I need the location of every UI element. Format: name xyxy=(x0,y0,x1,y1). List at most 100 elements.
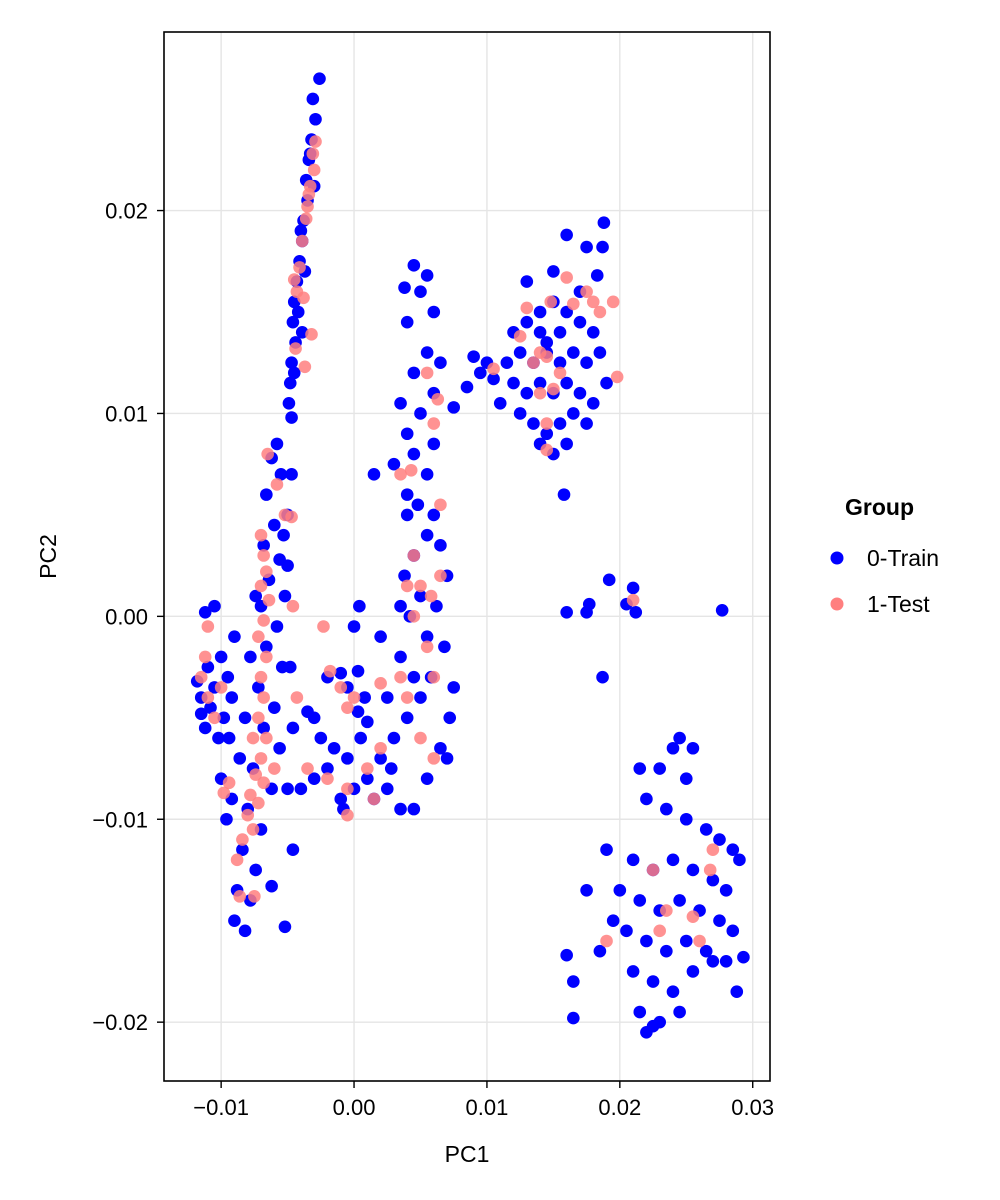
test-point xyxy=(236,833,249,846)
test-point xyxy=(298,360,312,374)
test-point xyxy=(287,273,301,286)
test-point xyxy=(586,295,600,309)
train-point xyxy=(384,762,398,775)
train-point xyxy=(351,664,365,678)
train-point xyxy=(679,812,693,826)
test-point xyxy=(427,670,441,684)
train-point xyxy=(737,950,750,964)
train-point xyxy=(493,397,507,410)
train-point xyxy=(547,265,560,278)
train-point xyxy=(560,948,573,962)
train-point xyxy=(673,1005,686,1019)
train-point xyxy=(201,660,215,674)
train-point xyxy=(467,350,480,363)
test-point xyxy=(520,301,534,315)
train-point xyxy=(719,883,733,897)
train-point xyxy=(286,843,300,856)
train-point xyxy=(487,372,500,386)
train-point xyxy=(341,752,354,765)
test-point xyxy=(367,792,381,806)
test-point xyxy=(252,630,265,643)
train-point xyxy=(407,366,421,380)
test-point xyxy=(361,762,374,775)
train-point xyxy=(600,843,613,856)
train-point xyxy=(596,240,609,254)
train-point xyxy=(361,772,374,785)
test-point xyxy=(610,370,624,384)
train-point xyxy=(265,879,278,893)
train-point xyxy=(307,711,321,725)
train-point xyxy=(387,457,401,471)
train-point xyxy=(294,782,308,796)
train-point xyxy=(367,468,381,481)
train-point xyxy=(394,650,407,664)
test-point xyxy=(270,478,284,491)
train-point xyxy=(620,924,633,938)
train-point xyxy=(398,569,411,583)
test-point xyxy=(547,382,560,396)
train-point xyxy=(540,427,554,441)
train-point xyxy=(533,376,547,390)
test-point xyxy=(230,853,244,867)
test-point xyxy=(693,934,706,948)
test-point xyxy=(302,188,316,201)
train-point xyxy=(334,792,348,806)
train-point xyxy=(582,597,596,611)
train-point xyxy=(626,581,640,595)
test-point xyxy=(323,664,337,678)
train-point xyxy=(666,741,680,755)
test-point xyxy=(593,305,607,319)
train-point xyxy=(646,1019,660,1033)
train-point xyxy=(400,315,414,329)
test-point xyxy=(254,528,268,542)
test-point xyxy=(567,297,580,311)
train-point xyxy=(580,883,593,897)
train-point xyxy=(660,944,673,958)
train-point xyxy=(460,380,474,394)
train-point xyxy=(286,315,300,329)
train-point xyxy=(374,752,387,765)
train-point xyxy=(217,711,231,725)
test-point xyxy=(407,610,421,623)
test-point xyxy=(260,565,273,579)
test-point xyxy=(434,569,447,583)
x-tick-label: 0.00 xyxy=(333,1095,376,1120)
train-point xyxy=(500,356,514,370)
train-point xyxy=(387,731,401,745)
legend-label-test: 1-Test xyxy=(867,591,930,617)
train-point xyxy=(285,411,298,424)
test-point xyxy=(626,593,640,607)
train-point xyxy=(407,259,421,272)
train-point xyxy=(473,366,487,380)
train-point xyxy=(309,112,322,126)
train-point xyxy=(596,670,609,684)
train-point xyxy=(274,468,288,481)
train-point xyxy=(527,417,540,430)
train-point xyxy=(593,944,607,958)
test-point xyxy=(427,417,441,430)
train-point xyxy=(380,691,394,704)
train-point xyxy=(249,589,262,603)
test-point xyxy=(249,768,262,781)
test-point xyxy=(208,711,221,725)
test-point xyxy=(540,443,554,457)
train-point xyxy=(520,386,534,400)
test-point xyxy=(252,711,265,725)
test-point xyxy=(306,147,320,161)
train-point xyxy=(285,468,298,481)
train-point xyxy=(533,305,547,319)
train-point xyxy=(420,346,434,359)
train-point xyxy=(268,518,281,532)
test-point xyxy=(297,291,310,305)
train-point xyxy=(447,401,461,414)
train-point xyxy=(420,630,434,643)
train-point xyxy=(434,741,447,755)
test-point xyxy=(254,752,268,765)
test-point xyxy=(307,163,321,177)
train-point xyxy=(277,528,290,542)
train-point xyxy=(600,376,613,390)
test-point xyxy=(414,579,427,593)
train-point xyxy=(626,965,640,978)
test-point xyxy=(257,776,270,790)
test-point xyxy=(290,691,304,704)
